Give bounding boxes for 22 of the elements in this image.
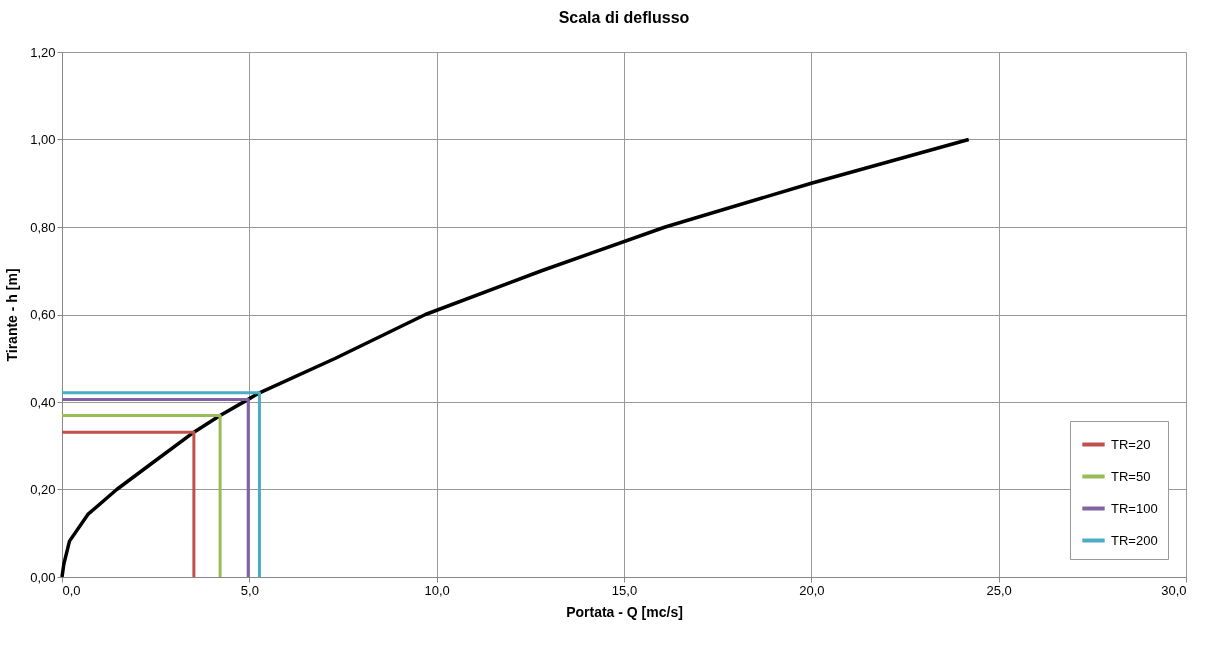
- y-tick-label: 0,80: [30, 219, 56, 235]
- legend-label: TR=50: [1111, 468, 1151, 484]
- chart-title: Scala di deflusso: [558, 9, 690, 26]
- legend-label: TR=100: [1111, 500, 1158, 516]
- x-tick-label: 20,0: [799, 582, 825, 598]
- line-series: [60, 137, 971, 579]
- y-tick-label: 1,00: [30, 132, 56, 147]
- x-axis-title: Portata - Q [mc/s]: [566, 603, 683, 620]
- x-tick-label: 30,0: [1161, 582, 1187, 598]
- x-tick-label: 5,0: [240, 582, 259, 598]
- x-tick-label: 15,0: [611, 582, 638, 598]
- legend-label: TR=20: [1111, 436, 1151, 452]
- y-tick-label: 0,20: [30, 482, 56, 497]
- x-tick-label: 0,0: [62, 582, 81, 598]
- x-tick-label: 25,0: [986, 582, 1012, 598]
- x-tick-label: 10,0: [424, 582, 450, 598]
- legend-label: TR=200: [1111, 532, 1158, 548]
- y-tick-label: 0,60: [30, 307, 56, 322]
- y-tick-label: 0,40: [30, 394, 56, 410]
- y-tick-label: 1,20: [30, 44, 56, 60]
- y-tick-label: 0,00: [30, 569, 56, 585]
- y-axis-title: Tirante - h [m]: [4, 268, 21, 362]
